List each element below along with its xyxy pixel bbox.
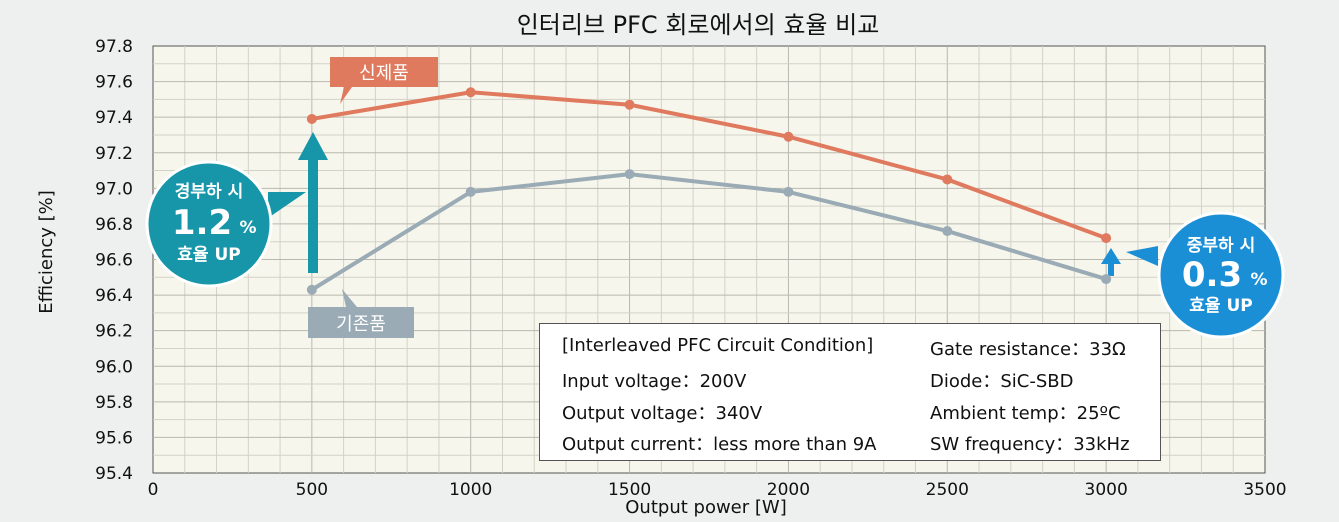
data-point	[624, 99, 635, 110]
data-point	[465, 87, 476, 98]
series-line-new-product	[311, 90, 1107, 241]
mid-load-arrow	[1101, 248, 1121, 276]
data-point	[306, 113, 317, 124]
data-point	[783, 131, 794, 142]
x-tick-label: 500	[296, 480, 328, 500]
mid-load-line1: 중부하 시	[1187, 236, 1255, 256]
condition-sw-frequency: SW frequency：33kHz	[930, 434, 1130, 455]
condition-ambient-temp: Ambient temp：25ºC	[930, 403, 1121, 424]
x-axis-label: Output power [W]	[625, 497, 786, 518]
y-tick-label: 97.8	[95, 37, 133, 57]
old-product-label: 기존품	[336, 314, 386, 335]
old-product-callout: 기존품	[308, 289, 414, 338]
y-tick-label: 96.2	[95, 322, 133, 342]
chart-title: 인터리브 PFC 회로에서의 효율 비교	[517, 11, 880, 39]
light-load-arrow	[298, 132, 328, 273]
y-tick-label: 96.8	[95, 215, 133, 235]
data-point	[1101, 274, 1112, 285]
circuit-condition-box: [Interleaved PFC Circuit Condition] Inpu…	[539, 323, 1161, 461]
y-tick-label: 97.0	[95, 179, 133, 199]
x-tick-label: 2500	[926, 480, 969, 500]
x-tick-label: 1500	[608, 480, 651, 500]
x-tick-label: 1000	[449, 480, 492, 500]
condition-output-current: Output current：less more than 9A	[562, 434, 877, 455]
light-load-bubble: 경부하 시 1.2 % 효율 UP	[145, 160, 306, 288]
condition-heading: [Interleaved PFC Circuit Condition]	[562, 335, 874, 356]
mid-load-value: 0.3	[1182, 255, 1242, 295]
data-point	[942, 226, 953, 237]
y-tick-label: 96.0	[95, 357, 133, 377]
x-tick-label: 3500	[1243, 480, 1286, 500]
y-tick-label: 97.4	[95, 108, 133, 128]
data-point	[465, 186, 476, 197]
x-tick-labels: 0 500 1000 1500 2000 2500 3000 3500	[148, 480, 1287, 500]
x-tick-label: 3000	[1085, 480, 1128, 500]
series-layer	[306, 87, 1112, 295]
y-tick-label: 95.6	[95, 428, 133, 448]
light-load-line1: 경부하 시	[175, 182, 243, 202]
condition-gate-resistance: Gate resistance：33Ω	[930, 339, 1126, 360]
condition-input-voltage: Input voltage：200V	[562, 371, 747, 392]
new-product-label: 신제품	[359, 63, 409, 84]
light-load-unit: %	[239, 218, 256, 238]
y-tick-label: 96.4	[95, 286, 133, 306]
y-tick-label: 96.6	[95, 251, 133, 271]
y-tick-label: 95.4	[95, 464, 133, 484]
mid-load-bubble: 중부하 시 0.3 % 효율 UP	[1126, 211, 1285, 339]
light-load-line3: 효율 UP	[177, 245, 240, 265]
light-load-value: 1.2	[172, 203, 232, 243]
series-line-old-product	[310, 172, 1107, 292]
y-tick-label: 95.8	[95, 393, 133, 413]
condition-diode: Diode：SiC-SBD	[930, 371, 1074, 392]
y-tick-label: 97.6	[95, 73, 133, 93]
y-axis-label: Efficiency [%]	[36, 190, 57, 314]
y-tick-label: 97.2	[95, 144, 133, 164]
condition-output-voltage: Output voltage：340V	[562, 403, 763, 424]
data-point	[306, 284, 317, 295]
data-point	[783, 186, 794, 197]
data-point	[624, 169, 635, 180]
x-tick-label: 0	[148, 480, 159, 500]
mid-load-line3: 효율 UP	[1189, 296, 1252, 316]
mid-load-unit: %	[1250, 270, 1267, 290]
data-point	[1101, 233, 1112, 244]
data-point	[942, 174, 953, 185]
new-product-callout: 신제품	[330, 57, 438, 104]
y-tick-labels: 95.4 95.6 95.8 96.0 96.2 96.4 96.6 96.8 97.0 97.2…	[95, 37, 133, 484]
x-tick-label: 2000	[767, 480, 810, 500]
